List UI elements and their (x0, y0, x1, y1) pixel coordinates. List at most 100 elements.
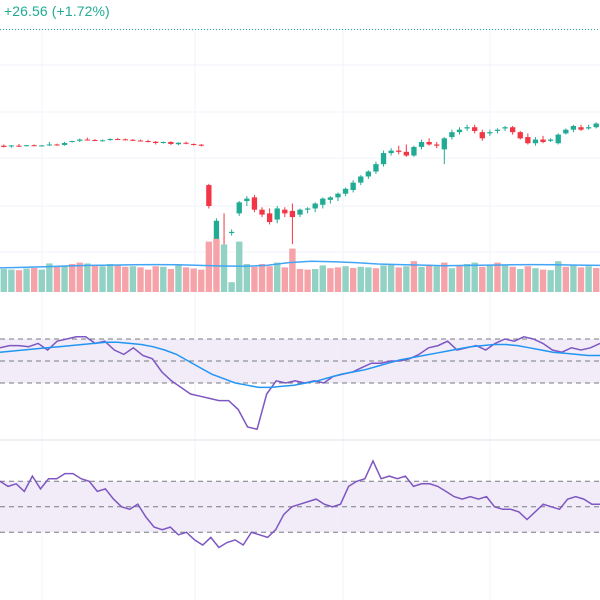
volume-bar (387, 264, 395, 292)
candle-body (312, 203, 318, 209)
volume-bar (144, 269, 152, 292)
volume-bar (205, 241, 213, 292)
candle-body (8, 145, 15, 147)
candle-body (251, 197, 258, 210)
oscillator-2-main-line (0, 459, 600, 549)
candle-body (578, 127, 584, 130)
candle-body (282, 209, 288, 214)
volume-bar (441, 262, 448, 292)
volume-bar (106, 264, 114, 292)
volume-bar (585, 266, 592, 292)
candle-body (403, 151, 409, 156)
candle-body (342, 188, 349, 194)
candle-body (297, 209, 303, 215)
candle-body (441, 138, 447, 150)
candle-body (532, 139, 539, 144)
volume-bar (593, 267, 600, 292)
candle-body (54, 144, 60, 146)
candle-body (130, 139, 136, 141)
volume-bar (258, 264, 266, 292)
candle-body (320, 198, 326, 205)
candle-body (46, 144, 53, 146)
volume-bar (319, 265, 326, 292)
volume-bar (433, 266, 440, 292)
volume-bar (251, 266, 258, 292)
volume-bar (167, 269, 175, 292)
volume-bar (517, 269, 524, 292)
candle-body (160, 142, 166, 143)
volume-bar (532, 268, 539, 292)
candle-body (259, 209, 265, 215)
candle-body (183, 142, 189, 144)
candle-body (358, 176, 364, 183)
candle-body (434, 144, 440, 146)
candle-body (107, 139, 113, 141)
candle-body (16, 145, 22, 147)
volume-bar (38, 269, 45, 292)
candle-body (39, 145, 45, 147)
volume-pane (0, 238, 600, 292)
candle-body (411, 146, 417, 156)
candle-body (244, 198, 250, 202)
volume-bar (129, 266, 137, 292)
volume-bar (418, 266, 425, 292)
candle-body (213, 220, 220, 243)
volume-bar (501, 264, 509, 292)
volume-bar (160, 266, 167, 292)
candle-body (449, 132, 455, 138)
volume-bar (471, 262, 478, 292)
volume-bar (198, 269, 205, 292)
candle-body (77, 139, 83, 141)
candle-body (472, 127, 478, 131)
candle-body (137, 140, 144, 142)
candle-body (396, 150, 402, 152)
candle-body (418, 142, 425, 147)
volume-bar (494, 262, 501, 292)
candle-body (304, 208, 311, 210)
candle-body (31, 145, 37, 147)
candle-body (122, 139, 128, 141)
volume-bar (228, 282, 235, 292)
volume-bar (349, 267, 357, 292)
volume-bar (76, 262, 83, 292)
candle-body (365, 171, 372, 177)
volume-bar (84, 263, 91, 292)
volume-bar (570, 265, 577, 292)
volume-bar (479, 266, 486, 292)
volume-bar (220, 244, 228, 292)
candle-body (487, 132, 493, 134)
volume-moving-average-line (0, 260, 600, 269)
oscillator-pane-1 (0, 336, 600, 431)
candle-body (206, 185, 212, 206)
candle-body (115, 139, 121, 141)
candle-body (289, 210, 296, 218)
oscillator-1-signal-line (0, 341, 600, 389)
volume-bar (327, 268, 334, 292)
oscillator-pane-2 (0, 459, 600, 549)
volume-bar (266, 266, 273, 292)
candle-body (388, 150, 394, 154)
candle-body (494, 129, 501, 131)
candle-body (593, 123, 599, 128)
volume-bar (372, 268, 380, 292)
price-pane[interactable] (1, 122, 599, 268)
volume-bar (395, 267, 402, 292)
volume-bar (342, 266, 349, 292)
volume-bar (296, 269, 304, 292)
candle-body (228, 231, 235, 234)
volume-bar (8, 269, 15, 292)
volume-bar (68, 264, 76, 292)
volume-bar (61, 265, 68, 292)
volume-bar (46, 263, 53, 292)
candle-body (23, 145, 30, 147)
candle-body (198, 144, 204, 146)
volume-bar (562, 266, 570, 292)
candle-body (373, 164, 379, 172)
volume-bar (524, 266, 532, 292)
volume-bar (365, 267, 372, 292)
volume-bar (91, 265, 99, 292)
candle-body (479, 132, 485, 139)
volume-bar (539, 269, 547, 292)
volume-bar (175, 265, 182, 292)
